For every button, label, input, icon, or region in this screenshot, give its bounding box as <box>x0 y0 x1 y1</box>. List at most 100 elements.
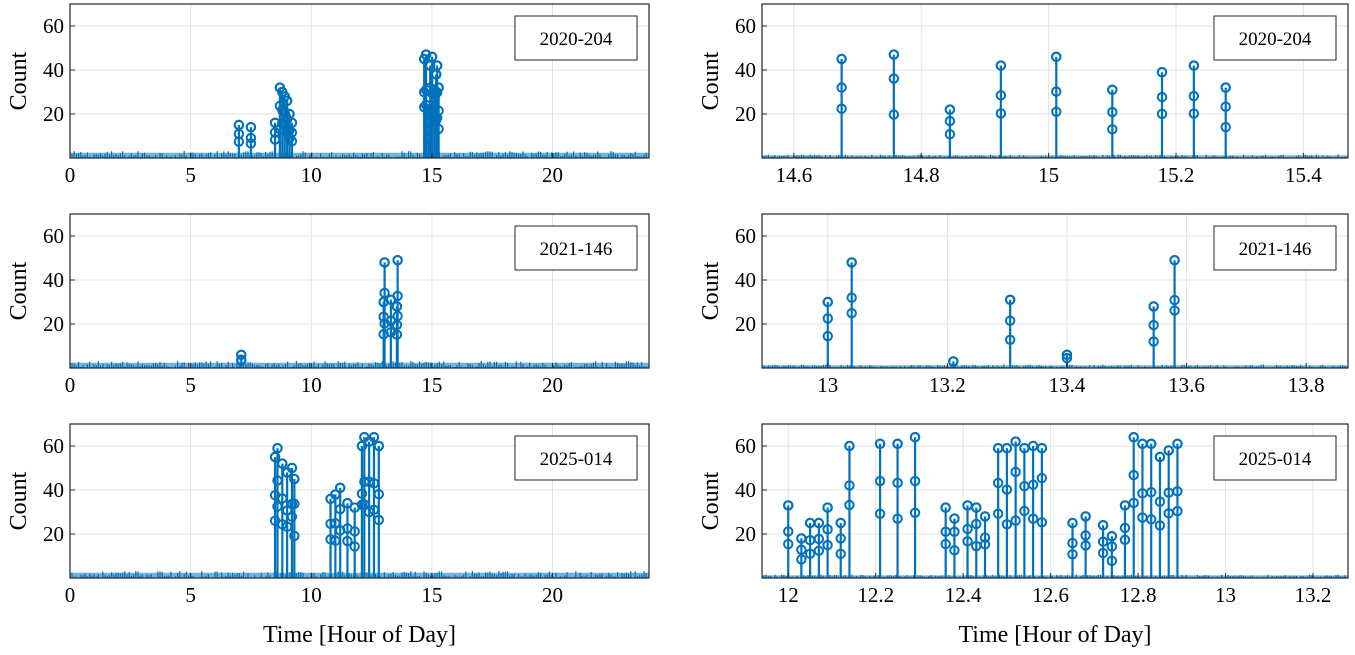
x-tick-label: 13 <box>817 373 838 397</box>
stem-top-marker <box>783 500 794 511</box>
stem-marker <box>944 115 956 127</box>
x-tick-label: 20 <box>542 583 563 607</box>
stem-top-marker <box>1128 432 1139 443</box>
baseline-band <box>70 362 649 368</box>
x-tick-label: 10 <box>301 163 322 187</box>
x-tick-label: 0 <box>65 163 76 187</box>
stem-top-marker <box>822 296 833 308</box>
stem-top-marker <box>420 49 432 60</box>
stem-marker <box>822 330 833 342</box>
stem-top-marker <box>971 502 982 513</box>
stem-marker <box>1010 515 1021 526</box>
stem-marker <box>813 533 825 545</box>
stem-marker <box>286 511 298 522</box>
y-tick-label: 60 <box>735 434 756 458</box>
stem-top-marker <box>1061 349 1073 360</box>
stem-top-marker <box>888 49 900 60</box>
stem-marker <box>1080 530 1091 541</box>
stem-marker <box>892 477 903 489</box>
y-tick-label: 60 <box>43 224 64 248</box>
stem-top-marker <box>995 60 1007 71</box>
stem-marker <box>385 327 397 338</box>
axes-frame <box>69 3 650 159</box>
stem-top-marker <box>892 438 903 449</box>
stem-marker <box>844 480 855 491</box>
stem-marker <box>1188 90 1200 102</box>
stem-marker <box>289 498 300 509</box>
stem-marker <box>433 105 444 116</box>
x-axis-label: Time [Hour of Day] <box>958 622 1151 648</box>
stem-marker <box>1169 294 1180 306</box>
x-tick-label: 13.6 <box>1168 373 1205 397</box>
baseline-band <box>70 572 649 578</box>
legend-label: 2025-014 <box>540 449 613 470</box>
stem-top-marker <box>1146 438 1157 449</box>
stem-marker <box>796 544 807 555</box>
stem-top-marker <box>1001 443 1013 454</box>
stem-marker <box>1146 487 1157 498</box>
stem-marker <box>1106 541 1118 552</box>
stem-top-marker <box>392 255 403 266</box>
stem-marker <box>971 518 982 530</box>
stem-marker <box>1036 472 1048 484</box>
y-tick-label: 20 <box>735 102 756 126</box>
stem-top-marker <box>940 502 951 513</box>
stem-top-marker <box>1067 517 1078 529</box>
axes-frame <box>69 423 650 579</box>
stem-top-marker <box>1036 443 1048 454</box>
stem-marker <box>236 355 247 366</box>
y-axis-label: Count <box>698 51 724 110</box>
stem-marker <box>1019 505 1030 517</box>
axes-frame <box>69 213 650 369</box>
legend-box <box>514 15 638 61</box>
stem-marker <box>373 488 384 500</box>
y-axis-label: Count <box>6 261 32 320</box>
stem-top-marker <box>1051 51 1062 62</box>
stem-top-marker <box>1004 294 1016 305</box>
legend-label: 2025-014 <box>1239 449 1312 470</box>
stem-marker <box>379 318 390 329</box>
stem-marker <box>1097 536 1109 547</box>
stem-marker <box>1128 469 1139 481</box>
x-tick-label: 5 <box>185 163 196 187</box>
legend-label: 2020-204 <box>540 29 613 50</box>
stem-marker <box>1119 522 1131 534</box>
stem-marker <box>949 545 960 556</box>
stem-marker <box>1172 486 1183 497</box>
stem-marker <box>992 477 1004 489</box>
stem-marker <box>1169 305 1180 316</box>
y-tick-label: 60 <box>735 14 756 38</box>
baseline-band <box>762 155 1348 158</box>
legend-box <box>1213 435 1337 481</box>
x-tick-label: 10 <box>301 583 322 607</box>
stem-marker <box>940 538 951 550</box>
y-tick-label: 20 <box>735 522 756 546</box>
x-tick-label: 15 <box>1038 163 1059 187</box>
stem-marker <box>1119 534 1131 546</box>
y-axis-label: Count <box>698 471 724 530</box>
stem-top-marker <box>379 257 390 268</box>
x-tick-label: 15 <box>421 163 442 187</box>
stem-marker <box>892 513 903 524</box>
baseline-band <box>70 152 649 158</box>
stem-marker <box>822 524 833 535</box>
stem-marker <box>1051 86 1062 97</box>
stem-marker <box>874 475 886 487</box>
stem-marker <box>1051 106 1062 117</box>
stem-marker <box>844 499 855 511</box>
legend-box <box>1213 225 1337 271</box>
y-tick-label: 40 <box>735 478 756 502</box>
stem-marker <box>813 545 825 556</box>
stem-marker <box>962 536 973 547</box>
stem-marker <box>995 108 1007 119</box>
x-tick-label: 12.4 <box>945 583 982 607</box>
stem-top-marker <box>342 498 353 509</box>
stem-marker <box>1188 108 1200 119</box>
stem-top-marker <box>1156 67 1168 78</box>
y-tick-label: 20 <box>735 312 756 336</box>
legend-box <box>1213 15 1337 61</box>
stem-top-marker <box>286 117 298 129</box>
stem-marker <box>335 503 346 515</box>
stem-marker <box>836 82 847 93</box>
